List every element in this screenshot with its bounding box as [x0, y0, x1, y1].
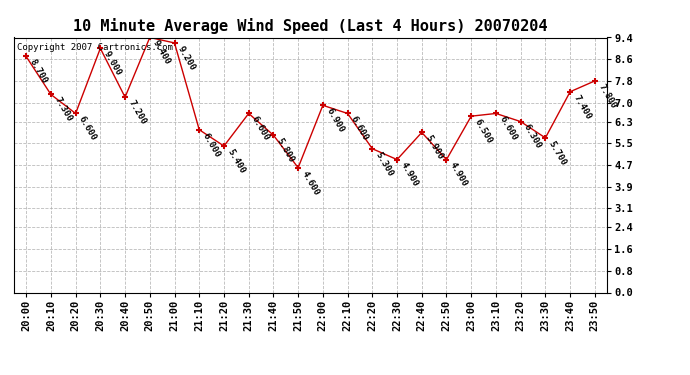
Text: 7.400: 7.400 [571, 93, 593, 121]
Text: 4.900: 4.900 [448, 161, 469, 189]
Title: 10 Minute Average Wind Speed (Last 4 Hours) 20070204: 10 Minute Average Wind Speed (Last 4 Hou… [73, 18, 548, 33]
Text: 6.600: 6.600 [250, 115, 271, 142]
Text: Copyright 2007 Cartronics.com: Copyright 2007 Cartronics.com [17, 43, 172, 52]
Text: 6.600: 6.600 [497, 115, 519, 142]
Text: 5.700: 5.700 [546, 139, 568, 167]
Text: 9.000: 9.000 [101, 50, 123, 78]
Text: 5.400: 5.400 [226, 147, 246, 175]
Text: 6.900: 6.900 [324, 107, 346, 135]
Text: 7.800: 7.800 [596, 82, 618, 110]
Text: 8.700: 8.700 [28, 58, 49, 86]
Text: 7.200: 7.200 [126, 99, 148, 126]
Text: 5.300: 5.300 [374, 150, 395, 178]
Text: 6.500: 6.500 [473, 117, 494, 146]
Text: 4.900: 4.900 [398, 161, 420, 189]
Text: 5.800: 5.800 [275, 136, 296, 164]
Text: 4.600: 4.600 [299, 169, 321, 197]
Text: 9.200: 9.200 [176, 44, 197, 72]
Text: 7.300: 7.300 [52, 96, 74, 124]
Text: 6.600: 6.600 [349, 115, 371, 142]
Text: 6.600: 6.600 [77, 115, 98, 142]
Text: 5.900: 5.900 [423, 134, 444, 162]
Text: 6.000: 6.000 [201, 131, 222, 159]
Text: 6.300: 6.300 [522, 123, 543, 151]
Text: 9.400: 9.400 [151, 39, 172, 67]
